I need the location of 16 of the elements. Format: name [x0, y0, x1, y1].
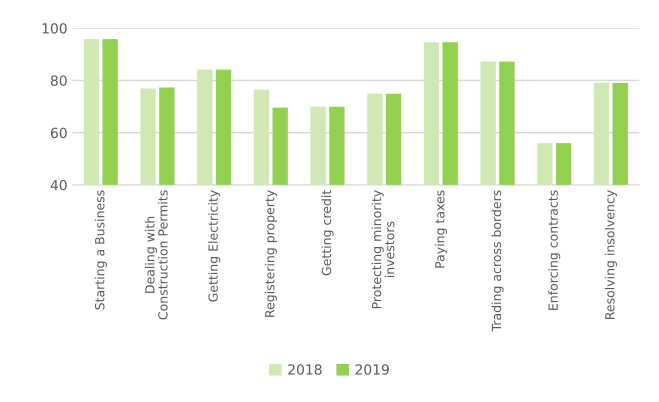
x-tick-label: Resolving insolvency — [604, 190, 617, 320]
y-tick-label: 40 — [50, 180, 67, 190]
legend-label: 2019 — [356, 364, 389, 375]
x-tick-label: Dealing with Construction Permits — [144, 190, 168, 320]
x-tick-label: Getting credit — [321, 190, 334, 276]
x-tick-label: Registering property — [264, 190, 277, 317]
y-tick-label: 100 — [42, 23, 67, 34]
x-tick-label: Trading across borders — [491, 190, 504, 332]
x-tick-label: Paying taxes — [434, 190, 447, 268]
legend-label: 2018 — [288, 364, 322, 375]
y-tick-label: 60 — [50, 128, 67, 138]
x-tick-label: Starting a Business — [94, 190, 107, 310]
x-tick-label: Protecting minority investors — [372, 190, 394, 308]
x-tick-label: Enforcing contracts — [548, 190, 560, 310]
y-tick-label: 80 — [50, 75, 67, 86]
x-tick-label: Getting Electricity — [208, 190, 220, 302]
